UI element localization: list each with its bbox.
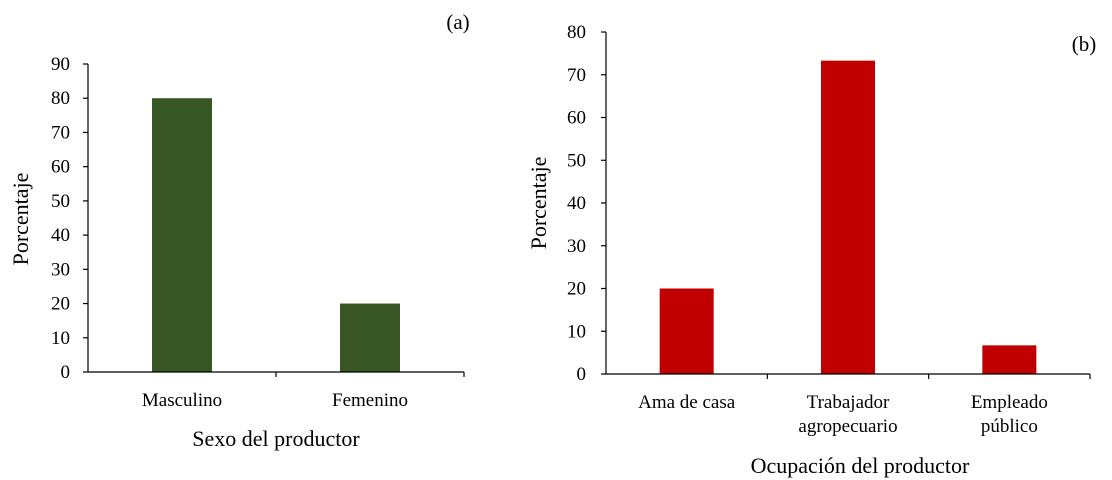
y-tick-label: 40 — [567, 193, 586, 214]
y-tick-label: 70 — [51, 122, 70, 143]
chart-panel-b: (b) Porcentaje Ocupación del productor 0… — [526, 22, 1096, 478]
panel-label-b: (b) — [1072, 32, 1097, 56]
bars-b — [659, 60, 1037, 375]
y-tick-label: 50 — [567, 150, 586, 171]
y-tick-label: 20 — [567, 279, 586, 300]
bar — [340, 303, 400, 372]
x-category-label: público — [981, 416, 1038, 437]
y-tick-label: 10 — [567, 321, 586, 342]
x-category-label: Empleado — [971, 392, 1048, 413]
y-axis-title-a: Porcentaje — [8, 173, 33, 266]
bar — [659, 288, 714, 374]
y-tick-label: 60 — [51, 157, 70, 178]
y-tick-label: 60 — [567, 108, 586, 129]
y-ticks-b: 0 10 20 30 40 50 60 70 80 — [567, 22, 606, 385]
y-tick-label: 0 — [61, 362, 71, 383]
y-tick-label: 80 — [51, 88, 70, 109]
y-tick-label: 80 — [567, 22, 586, 43]
bar — [821, 60, 875, 375]
x-categories-a: Masculino Femenino — [142, 372, 465, 411]
y-tick-label: 50 — [51, 191, 70, 212]
x-categories-b: Ama de casa Trabajador agropecuario Emplead… — [638, 374, 1091, 437]
x-category-label: agropecuario — [798, 416, 897, 437]
x-axis-title-b: Ocupación del productor — [751, 453, 970, 478]
y-tick-label: 30 — [51, 259, 70, 280]
bars-a — [152, 98, 400, 372]
y-axis-title-b: Porcentaje — [526, 157, 551, 250]
bar — [152, 98, 212, 372]
x-category-label: Trabajador — [807, 392, 890, 413]
y-tick-label: 10 — [51, 328, 70, 349]
y-tick-label: 20 — [51, 294, 70, 315]
chart-panel-a: (a) Porcentaje Sexo del productor 0 10 20 3… — [8, 10, 470, 451]
x-category-label: Femenino — [332, 390, 408, 411]
y-tick-label: 30 — [567, 236, 586, 257]
y-tick-label: 40 — [51, 225, 70, 246]
panel-label-a: (a) — [446, 10, 469, 34]
x-category-label: Ama de casa — [638, 392, 736, 413]
bar — [982, 345, 1037, 374]
x-axis-title-a: Sexo del productor — [192, 426, 360, 451]
y-tick-label: 70 — [567, 65, 586, 86]
x-category-label: Masculino — [142, 390, 222, 411]
y-ticks-a: 0 10 20 30 40 50 60 70 80 90 — [51, 54, 88, 383]
y-tick-label: 90 — [51, 54, 70, 75]
y-tick-label: 0 — [577, 364, 587, 385]
